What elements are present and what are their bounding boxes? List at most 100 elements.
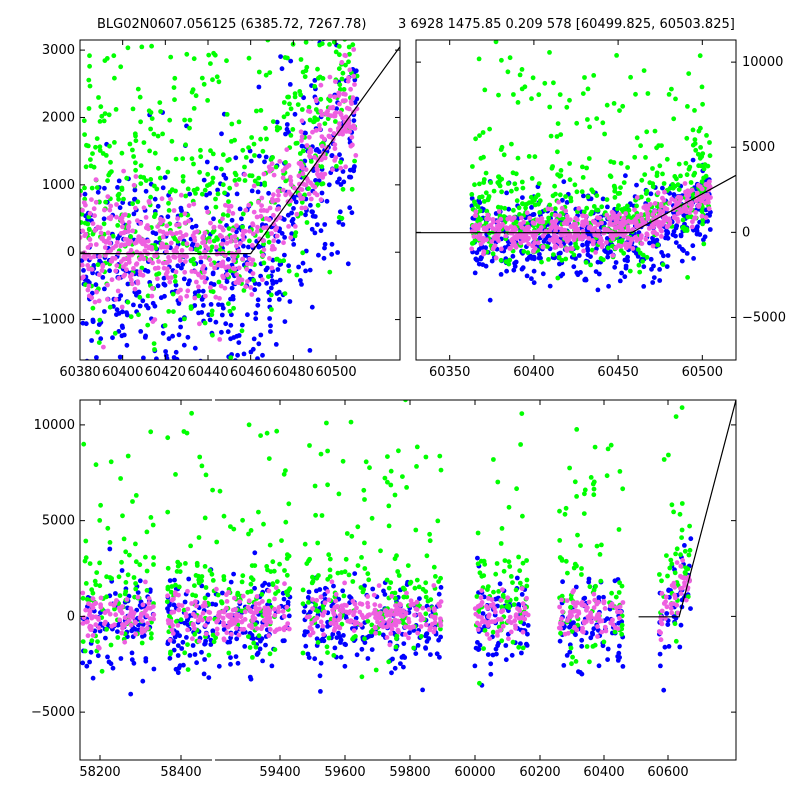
point-blue <box>299 282 304 287</box>
point-green <box>133 167 139 173</box>
point-pink <box>219 234 225 240</box>
point-blue <box>282 235 287 240</box>
point-green <box>346 44 352 50</box>
y-tick-label: 5000 <box>742 140 775 155</box>
point-pink <box>318 171 324 177</box>
point-pink <box>645 206 651 212</box>
point-green <box>298 92 303 98</box>
point-green <box>165 565 171 571</box>
point-green <box>108 159 113 165</box>
point-green <box>346 59 351 65</box>
point-green <box>206 652 212 658</box>
point-green <box>551 80 556 86</box>
point-green <box>325 448 330 454</box>
point-pink <box>118 231 124 236</box>
point-pink <box>200 266 205 272</box>
point-pink <box>639 241 645 247</box>
point-green <box>520 645 526 651</box>
point-green <box>199 75 205 81</box>
point-blue <box>115 236 121 241</box>
point-green <box>149 43 155 49</box>
point-green <box>704 133 709 138</box>
point-green <box>585 194 591 200</box>
point-pink <box>178 295 183 301</box>
point-pink <box>185 627 191 633</box>
point-pink <box>677 199 682 205</box>
point-blue <box>603 249 609 255</box>
point-green <box>143 554 148 560</box>
point-blue <box>128 412 133 417</box>
point-green <box>591 479 597 485</box>
point-green <box>574 120 580 126</box>
point-green <box>617 108 622 113</box>
point-green <box>511 207 516 213</box>
point-green <box>211 639 217 645</box>
point-green <box>153 4 158 9</box>
point-green <box>208 288 214 294</box>
point-blue <box>359 646 365 652</box>
point-green <box>514 486 519 492</box>
point-pink <box>283 192 288 198</box>
point-blue <box>105 654 110 660</box>
point-green <box>496 181 502 187</box>
point-pink <box>269 231 274 236</box>
point-green <box>327 567 333 573</box>
point-blue <box>663 235 668 241</box>
point-pink <box>581 223 587 229</box>
point-green <box>355 563 361 568</box>
point-pink <box>627 241 633 246</box>
point-pink <box>149 246 155 252</box>
point-pink <box>286 224 291 229</box>
point-blue <box>255 356 260 360</box>
point-blue <box>516 602 522 607</box>
point-green <box>158 109 164 114</box>
point-green <box>519 411 525 416</box>
point-pink <box>229 612 234 618</box>
point-pink <box>327 74 333 80</box>
point-blue <box>124 310 129 315</box>
point-pink <box>164 223 170 229</box>
point-pink <box>491 235 497 240</box>
point-blue <box>286 613 292 619</box>
point-pink <box>133 631 139 637</box>
point-green <box>516 205 522 211</box>
point-green <box>400 585 406 591</box>
point-green <box>299 199 305 205</box>
point-green <box>116 191 122 197</box>
point-blue <box>576 669 581 675</box>
point-blue <box>178 317 183 323</box>
point-pink <box>90 596 96 602</box>
point-green <box>188 258 194 264</box>
point-green <box>220 182 226 188</box>
point-green <box>552 183 557 189</box>
point-pink <box>193 599 198 604</box>
point-green <box>499 638 505 644</box>
point-green <box>334 163 339 169</box>
point-pink <box>109 277 115 283</box>
point-blue <box>332 645 338 651</box>
point-green <box>579 189 585 195</box>
point-pink <box>171 596 176 602</box>
point-green <box>316 75 321 81</box>
point-green <box>117 593 123 598</box>
point-pink <box>171 208 177 213</box>
point-green <box>125 572 131 578</box>
point-pink <box>259 624 265 629</box>
point-green <box>557 538 563 543</box>
point-pink <box>122 212 128 218</box>
point-green <box>698 125 703 131</box>
point-green <box>180 241 186 247</box>
point-pink <box>644 231 650 237</box>
point-green <box>95 262 101 268</box>
point-pink <box>202 279 208 285</box>
point-blue <box>103 635 108 641</box>
point-blue <box>220 403 225 408</box>
point-blue <box>239 322 245 328</box>
point-blue <box>318 228 324 234</box>
point-green <box>199 463 205 469</box>
point-pink <box>682 181 688 186</box>
point-pink <box>122 256 128 262</box>
point-blue <box>88 649 94 655</box>
point-green <box>574 494 579 499</box>
point-pink <box>332 142 338 148</box>
